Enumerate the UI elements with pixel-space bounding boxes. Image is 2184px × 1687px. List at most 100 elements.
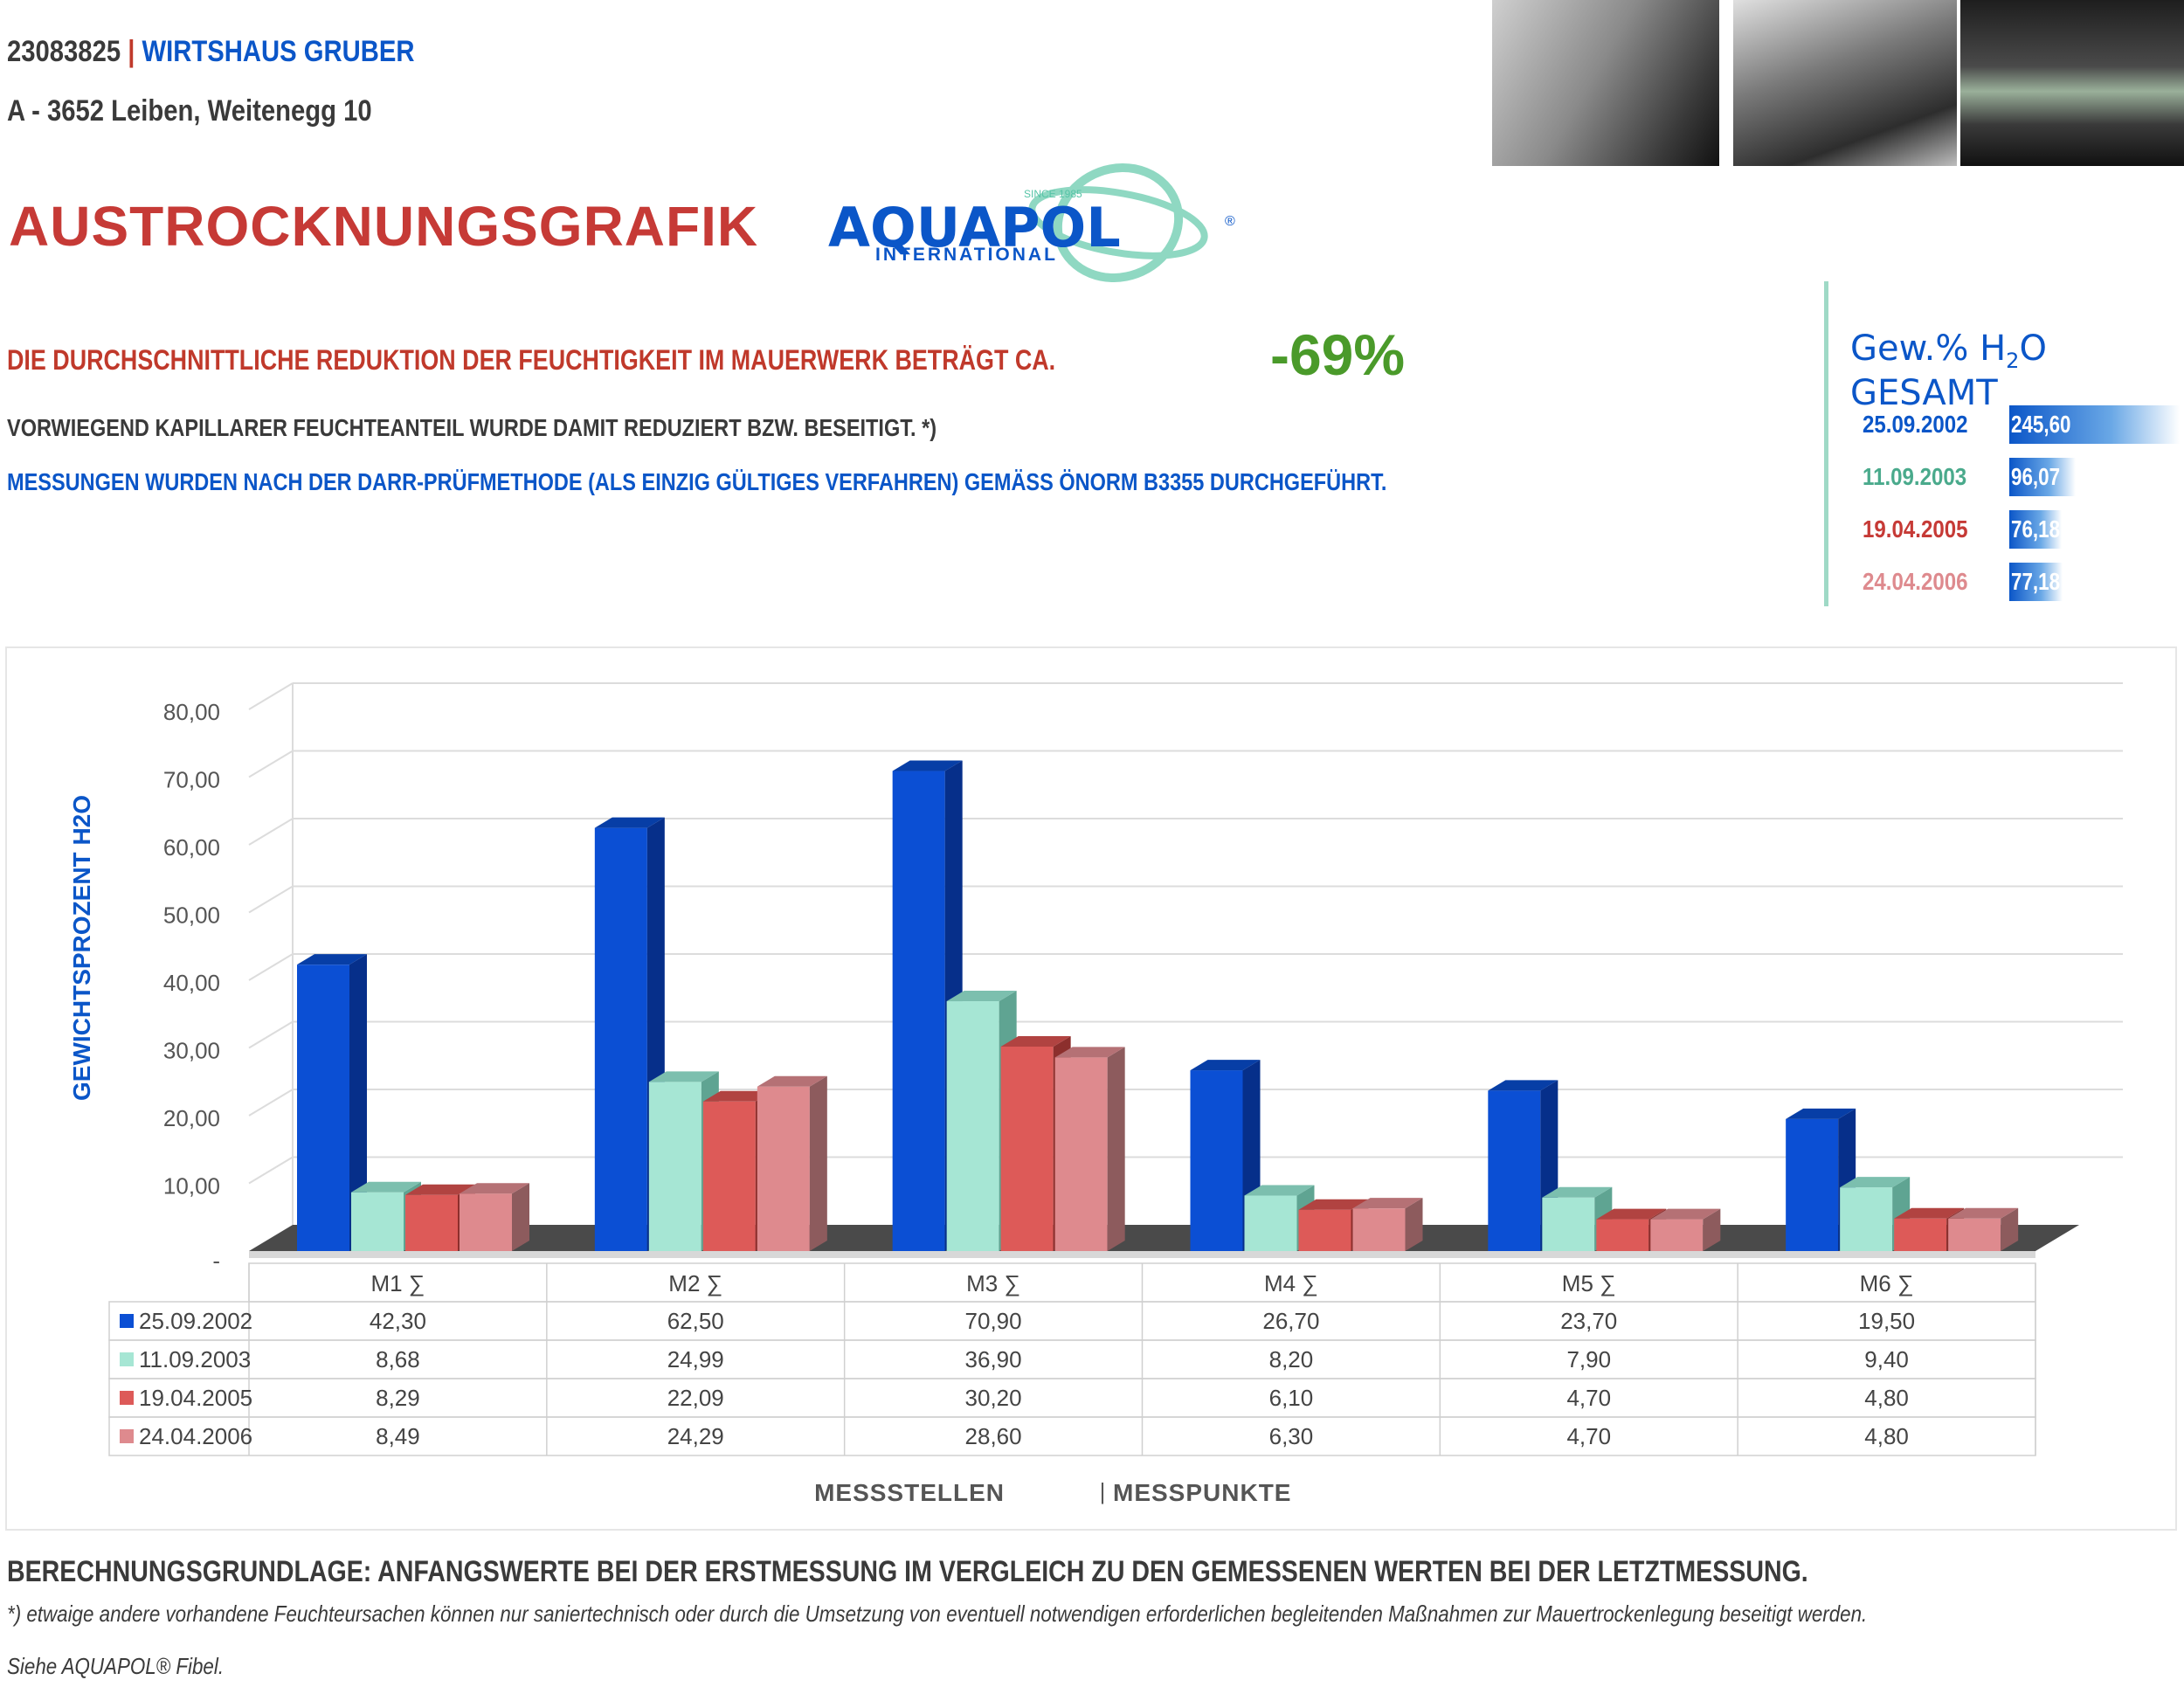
chart-floor-edge	[249, 1251, 2035, 1258]
bar-2-1	[594, 827, 647, 1251]
y-tick-label: 20,00	[163, 1105, 220, 1131]
category-label: M3 ∑	[966, 1270, 1020, 1296]
gesamt-bar: 76,18	[2009, 510, 2062, 549]
bar-6-1	[1786, 1118, 1839, 1251]
gesamt-value: 245,60	[2011, 411, 2071, 438]
bar-6-4	[1948, 1218, 2001, 1251]
gridline-wall	[248, 1020, 294, 1049]
y-axis-label: GEWICHTSPROZENT H2O	[68, 795, 95, 1101]
bar-3-3	[1000, 1046, 1054, 1251]
reduction-value: -69%	[1270, 322, 1406, 387]
bar-top	[1488, 1080, 1559, 1091]
category-label: M2 ∑	[668, 1270, 722, 1296]
data-label: 42,30	[370, 1308, 426, 1334]
bar-top	[1596, 1208, 1667, 1220]
bar-4-3	[1298, 1209, 1351, 1251]
summary-line-capillary: VORWIEGEND KAPILLARER FEUCHTEANTEIL WURD…	[7, 414, 937, 441]
data-label: 19,50	[1858, 1308, 1915, 1334]
gridline-wall	[248, 1089, 294, 1117]
bar-top	[1352, 1198, 1423, 1209]
bar-6-3	[1894, 1218, 1947, 1251]
y-tick-label: 40,00	[163, 970, 220, 996]
data-label: 8,49	[376, 1423, 420, 1449]
logo-sub: INTERNATIONAL	[875, 245, 1058, 265]
gesamt-value: 96,07	[2011, 463, 2061, 490]
bar-top	[405, 1184, 475, 1195]
data-label: 6,30	[1269, 1423, 1314, 1449]
bar-top	[1054, 1047, 1125, 1058]
legend-label: 24.04.2006	[139, 1423, 252, 1449]
bar-top	[1894, 1207, 1965, 1219]
bar-top	[1000, 1035, 1071, 1047]
bar-3-2	[946, 1001, 999, 1251]
data-label: 36,90	[965, 1346, 1022, 1372]
gesamt-bar: 77,18	[2009, 563, 2063, 601]
bar-4-4	[1352, 1208, 1406, 1251]
bar-top	[892, 760, 963, 771]
project-name: WIRTSHAUS GRUBER	[142, 35, 415, 68]
gridline-wall	[248, 750, 294, 778]
x-axis-label-separator: |	[1100, 1478, 1106, 1504]
data-label: 8,29	[376, 1385, 420, 1411]
logo-registered: ®	[1225, 214, 1235, 229]
bar-side	[512, 1183, 529, 1251]
bar-3-4	[1054, 1057, 1108, 1251]
gesamt-divider	[1824, 281, 1828, 606]
data-label: 62,50	[667, 1308, 724, 1334]
gridline-wall	[248, 682, 294, 710]
data-label: 8,20	[1269, 1346, 1314, 1372]
project-address: A - 3652 Leiben, Weitenegg 10	[7, 94, 372, 128]
bar-top	[1244, 1185, 1315, 1196]
bar-top	[1786, 1108, 1856, 1119]
bar-6-2	[1840, 1187, 1893, 1251]
gesamt-date: 24.04.2006	[1863, 568, 1968, 595]
gesamt-date: 11.09.2003	[1863, 463, 1967, 490]
bar-top	[1948, 1207, 2019, 1219]
x-axis-label-right: MESSPUNKTE	[1113, 1479, 1291, 1506]
logo-brand: AQUAPOL	[828, 196, 1121, 259]
gridline-wall	[248, 885, 294, 914]
table-row	[108, 1416, 2036, 1456]
gridline-wall	[248, 818, 294, 846]
bar-side	[349, 954, 367, 1251]
category-label: M1 ∑	[370, 1270, 425, 1296]
category-label: M6 ∑	[1860, 1270, 1914, 1296]
bar-5-4	[1650, 1219, 1704, 1251]
data-label: 24,99	[667, 1346, 724, 1372]
data-label: 9,40	[1864, 1346, 1909, 1372]
bar-top	[594, 817, 665, 828]
photo-scale	[1733, 0, 1957, 166]
data-label: 24,29	[667, 1423, 724, 1449]
data-label: 23,70	[1560, 1308, 1617, 1334]
bar-side	[1405, 1198, 1423, 1251]
bar-1-2	[351, 1192, 404, 1251]
data-label: 4,80	[1864, 1423, 1909, 1449]
data-label: 70,90	[965, 1308, 1022, 1334]
data-label: 7,90	[1566, 1346, 1611, 1372]
legend-swatch	[120, 1391, 134, 1405]
bar-top	[946, 991, 1017, 1002]
gesamt-bar: 245,60	[2009, 405, 2180, 444]
bar-top	[648, 1071, 719, 1082]
legend-swatch	[120, 1429, 134, 1443]
category-label: M5 ∑	[1562, 1270, 1616, 1296]
bar-top	[1840, 1177, 1911, 1188]
y-tick-label: -	[212, 1248, 220, 1274]
project-code: 23083825	[7, 35, 121, 68]
calculation-basis: BERECHNUNGSGRUNDLAGE: ANFANGSWERTE BEI D…	[7, 1555, 1808, 1588]
gesamt-date: 25.09.2002	[1863, 411, 1968, 438]
data-label: 22,09	[667, 1385, 724, 1411]
legend-label: 19.04.2005	[139, 1385, 252, 1411]
reference: Siehe AQUAPOL® Fibel.	[7, 1653, 225, 1679]
gesamt-value: 76,18	[2011, 515, 2061, 543]
bar-1-3	[405, 1194, 458, 1251]
legend-swatch	[120, 1314, 134, 1328]
project-header: 23083825 | WIRTSHAUS GRUBER	[7, 35, 414, 69]
bar-5-2	[1542, 1197, 1595, 1251]
logo-since: SINCE 1985	[1024, 188, 1082, 200]
footnote: *) etwaige andere vorhandene Feuchteursa…	[7, 1601, 1868, 1627]
data-label: 4,80	[1864, 1385, 1909, 1411]
bar-top	[1298, 1199, 1369, 1210]
bar-5-1	[1488, 1090, 1541, 1251]
bar-top	[460, 1183, 529, 1194]
